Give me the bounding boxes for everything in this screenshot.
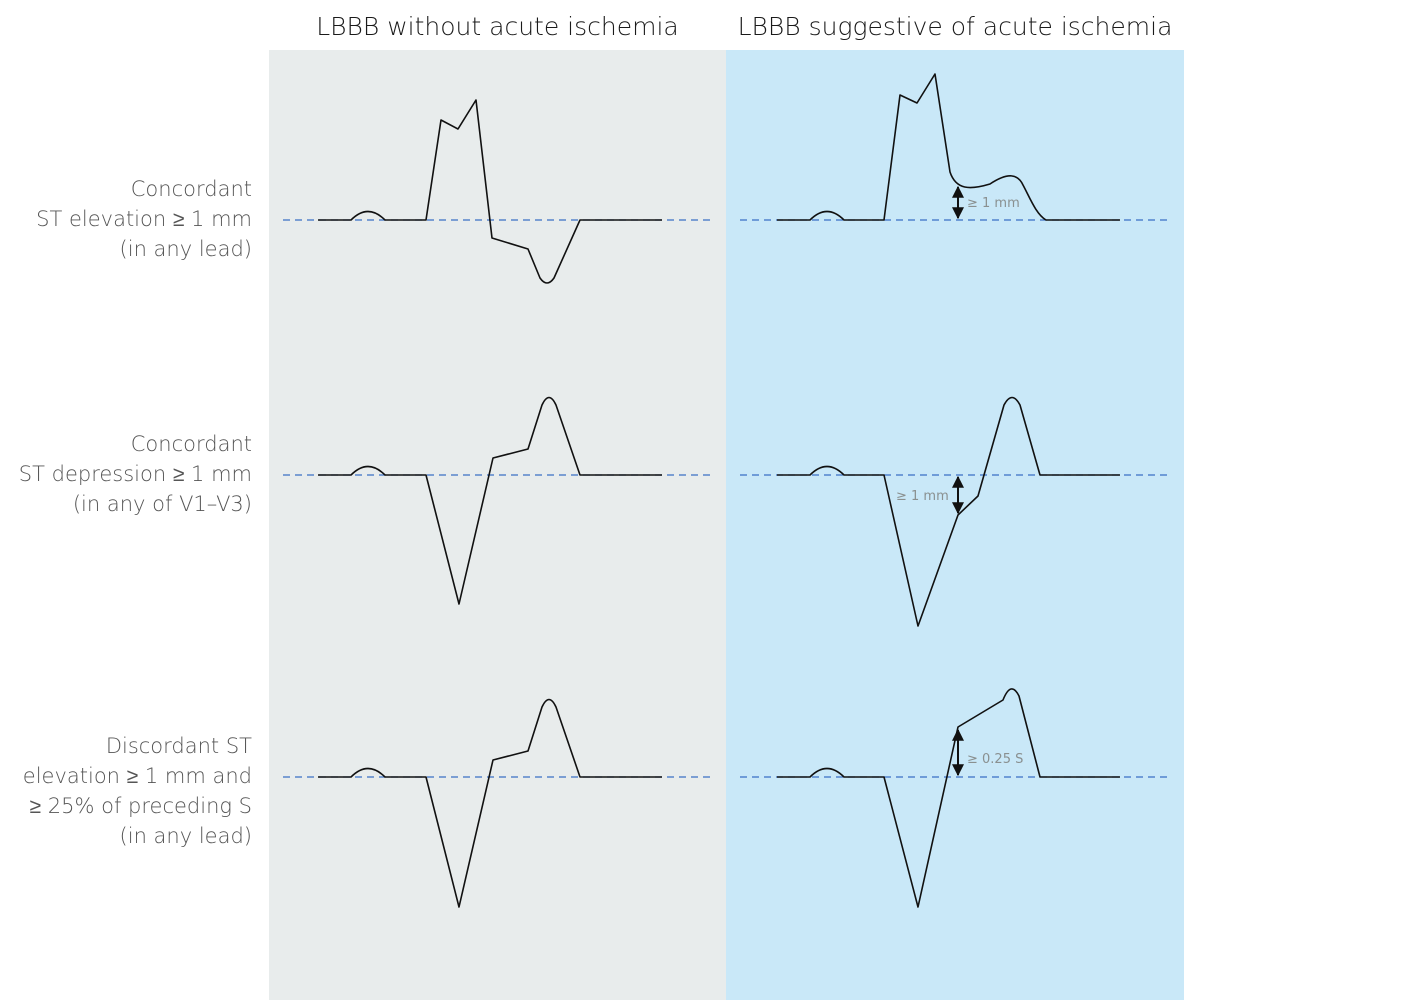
row-label-discordant-elevation: Discordant ST elevation ≥ 1 mm and ≥ 25%… <box>0 731 252 851</box>
column-heading-suggestive-ischemia: LBBB suggestive of acute ischemia <box>737 12 1173 41</box>
measurement-label: ≥ 1 mm <box>896 489 949 504</box>
row-label-line: (in any lead) <box>119 824 252 848</box>
row-label-line: Discordant ST <box>105 734 252 758</box>
row-label-line: ST depression ≥ 1 mm <box>18 462 252 486</box>
left-panel-background <box>269 50 726 1000</box>
measurement-label: ≥ 1 mm <box>967 196 1020 211</box>
row-label-line: (in any lead) <box>119 237 252 261</box>
ecg-trace-concordant-elevation <box>777 73 1120 221</box>
ecg-trace-discordant-elevation <box>777 688 1120 908</box>
row-label-line: Concordant <box>130 432 252 456</box>
measurement-label: ≥ 0.25 S <box>967 752 1023 767</box>
ecg-trace-no-ischemia-discordant <box>318 698 662 908</box>
ecg-trace-concordant-depression <box>777 396 1120 627</box>
row-label-line: elevation ≥ 1 mm and <box>22 764 252 788</box>
row-label-concordant-depression: Concordant ST depression ≥ 1 mm (in any … <box>0 429 252 519</box>
row-label-line: ST elevation ≥ 1 mm <box>36 207 252 231</box>
row-label-line: Concordant <box>130 177 252 201</box>
row-label-line: ≥ 25% of preceding S <box>29 794 252 818</box>
column-heading-without-ischemia: LBBB without acute ischemia <box>316 12 679 41</box>
row-label-concordant-elevation: Concordant ST elevation ≥ 1 mm (in any l… <box>0 174 252 264</box>
row-label-line: (in any of V1–V3) <box>72 492 252 516</box>
ecg-trace-no-ischemia-depression <box>318 396 662 605</box>
ecg-trace-no-ischemia-elevation <box>318 99 662 284</box>
